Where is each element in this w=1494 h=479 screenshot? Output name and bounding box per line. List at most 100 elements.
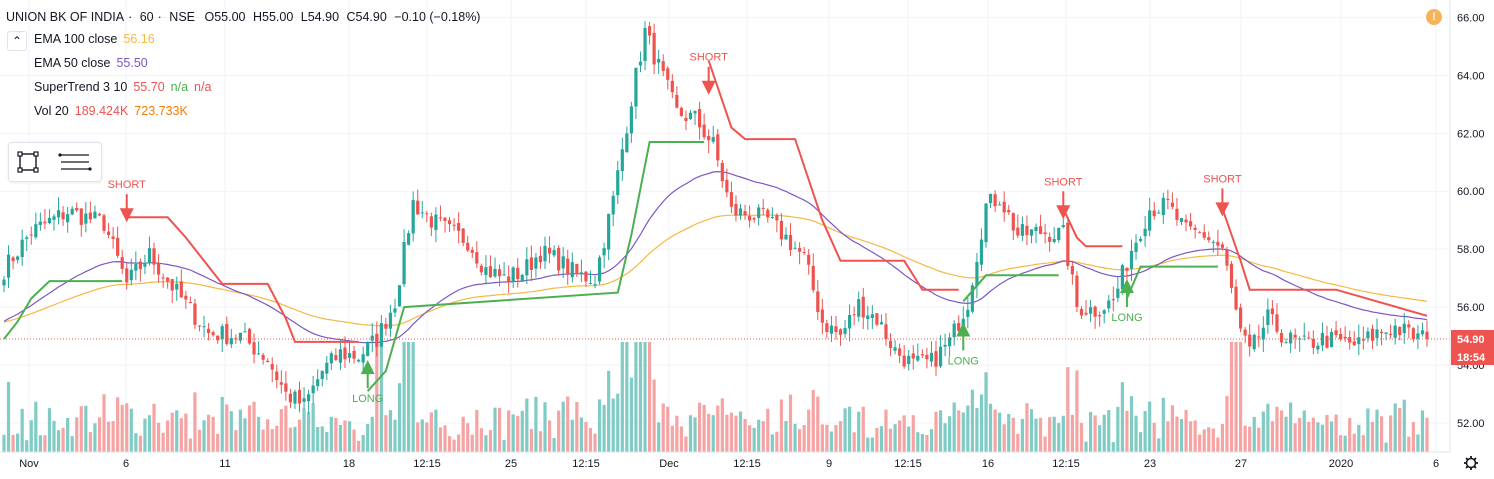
object-tree-icon[interactable] <box>55 149 95 175</box>
volume-bar <box>156 422 161 452</box>
volume-bar <box>97 417 102 452</box>
volume-bar <box>275 425 279 452</box>
volume-bar <box>211 416 215 452</box>
candle-body <box>638 61 643 66</box>
volume-bar <box>625 342 629 452</box>
candle-body <box>1107 300 1111 309</box>
candle-body <box>70 208 74 215</box>
candle-body <box>784 234 788 240</box>
short-arrow-icon <box>1056 205 1071 220</box>
rectangle-tool-icon[interactable] <box>15 149 41 175</box>
volume-bar <box>720 398 724 452</box>
candle-body <box>311 385 315 394</box>
candle-body <box>288 393 293 403</box>
candle-body <box>647 26 652 36</box>
volume-bar <box>1416 434 1420 452</box>
candle-body <box>611 195 615 215</box>
volume-bar <box>802 424 806 452</box>
gear-icon[interactable] <box>1464 456 1478 470</box>
gear-icon-tooth <box>1465 457 1469 461</box>
volume-bar <box>220 396 224 452</box>
candle-body <box>61 212 65 220</box>
volume-bar <box>11 434 15 452</box>
candle-body <box>1016 227 1020 236</box>
volume-bar <box>25 440 29 452</box>
candle-body <box>975 261 979 287</box>
short-arrow-icon <box>1215 202 1230 217</box>
volume-bar <box>679 426 684 452</box>
candle-body <box>1011 213 1015 231</box>
volume-bar <box>1098 425 1102 452</box>
legend-collapse-button[interactable]: ⌃ <box>7 31 27 51</box>
volume-bar <box>1425 417 1429 452</box>
volume-bar <box>61 427 65 452</box>
candle-body <box>957 322 961 332</box>
volume-bar <box>1029 409 1034 452</box>
volume-bar <box>516 415 520 452</box>
time-tick-label: Nov <box>19 458 39 470</box>
volume-bar <box>1011 417 1015 452</box>
price-axis[interactable] <box>1450 0 1494 474</box>
volume-bar <box>106 421 111 452</box>
candle-body <box>497 269 502 277</box>
volume-bar <box>798 429 802 452</box>
time-axis[interactable] <box>0 452 1494 474</box>
candle-body <box>629 106 633 134</box>
indicator-supertrend[interactable]: SuperTrend 3 10 55.70 n/a n/a <box>6 75 484 99</box>
candle-body <box>216 335 220 341</box>
candle-body <box>1425 331 1429 339</box>
candle-body <box>861 296 865 318</box>
candle-body <box>775 215 779 221</box>
candle-body <box>820 309 824 323</box>
volume-bar <box>238 409 243 452</box>
interval[interactable]: 60 <box>139 10 154 24</box>
candle-body <box>1329 332 1334 348</box>
volume-bar <box>338 425 343 452</box>
volume-bar <box>979 394 984 452</box>
volume-bar <box>288 427 293 452</box>
time-tick-label: 2020 <box>1329 458 1353 470</box>
candle-body <box>1375 329 1379 338</box>
short-signal-label: SHORT <box>690 52 729 64</box>
candle-body <box>84 213 88 224</box>
candle-body <box>1398 326 1402 336</box>
volume-bar <box>488 430 493 452</box>
volume-bar <box>102 394 106 452</box>
volume-bar <box>1116 406 1120 452</box>
candle-body <box>284 383 288 392</box>
candle-body <box>1093 306 1097 317</box>
indicator-volume[interactable]: Vol 20 189.424K 723.733K <box>6 99 484 123</box>
candle-body <box>170 279 174 291</box>
volume-bar <box>429 412 433 452</box>
volume-bar <box>784 420 788 452</box>
volume-bar <box>584 421 588 452</box>
candle-body <box>607 214 611 250</box>
symbol-name[interactable]: UNION BK OF INDIA <box>6 10 125 24</box>
indicator-ema50[interactable]: EMA 50 close 55.50 <box>6 51 484 75</box>
volume-bar <box>1107 410 1111 452</box>
volume-bar <box>557 410 561 452</box>
long-arrow-icon <box>956 322 971 337</box>
time-tick-label: 16 <box>982 458 994 470</box>
candle-body <box>711 137 715 142</box>
volume-bar <box>1257 427 1261 452</box>
candle-body <box>425 213 429 215</box>
candle-body <box>1216 241 1220 246</box>
candle-body <box>2 279 6 286</box>
candle-body <box>557 247 561 271</box>
candle-body <box>179 281 183 298</box>
volume-bar <box>793 423 797 452</box>
candle-body <box>679 107 684 117</box>
long-signal-label: LONG <box>1111 312 1142 324</box>
exclamation-icon[interactable]: ! <box>1426 9 1442 25</box>
candle-body <box>1234 286 1238 310</box>
candle-body <box>407 233 411 245</box>
candle-body <box>1002 201 1006 213</box>
volume-bar <box>507 410 511 452</box>
indicator-ema100[interactable]: EMA 100 close 56.16 <box>6 27 484 51</box>
candle-body <box>1420 330 1425 335</box>
candle-body <box>1220 244 1225 248</box>
candle-body <box>529 257 533 270</box>
